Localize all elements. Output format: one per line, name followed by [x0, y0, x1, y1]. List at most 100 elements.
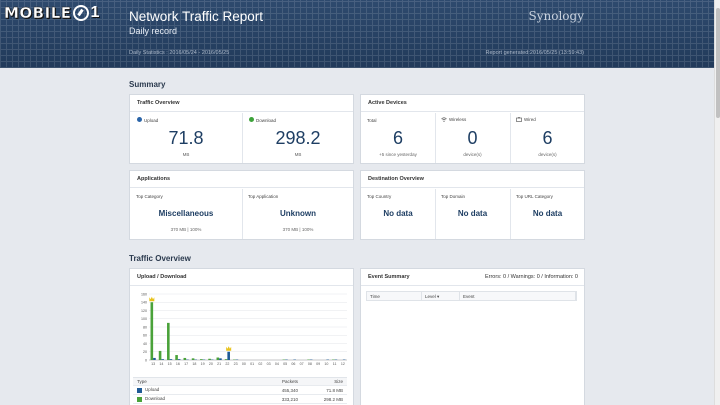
x-tick-label: 02 [258, 362, 262, 366]
x-tick-label: 14 [159, 362, 163, 366]
x-tick-label: 06 [291, 362, 295, 366]
top-url-category-value: No data [532, 209, 563, 218]
col-level[interactable]: Level ▾ [422, 292, 460, 300]
top-domain-value: No data [457, 209, 488, 218]
row-type: Download [133, 396, 242, 402]
x-tick-label: 00 [242, 362, 246, 366]
top-category-note: 370 MB | 100% [170, 227, 202, 232]
logo-suffix: 1 [90, 4, 100, 21]
row-size: 71.8 MB [326, 387, 343, 393]
x-tick-label: 19 [201, 362, 205, 366]
applications-card: Applications Top Category Miscellaneous … [129, 170, 354, 240]
download-value: 298.2 [275, 128, 321, 148]
site-logo[interactable]: MOBILE 1 [4, 4, 100, 22]
peak-upload-crown-icon [226, 346, 232, 351]
download-bar [167, 322, 170, 360]
x-tick-label: 23 [234, 362, 238, 366]
y-tick-label: 40 [143, 342, 147, 346]
row-type-label: Download [145, 396, 166, 402]
event-summary-card: Event Summary Errors: 0 / Warnings: 0 / … [360, 268, 585, 405]
scrollbar-thumb[interactable] [716, 8, 720, 118]
wifi-icon [441, 117, 447, 123]
table-row: Upload 455,340 71.8 MB [133, 386, 347, 395]
col-time[interactable]: Time [367, 292, 422, 300]
top-url-category-label: Top URL Category [516, 194, 553, 199]
x-tick-label: 09 [316, 362, 320, 366]
x-tick-label: 07 [300, 362, 304, 366]
wired-label-row: Wired [516, 117, 536, 123]
x-tick-label: 18 [192, 362, 196, 366]
wired-label: Wired [524, 117, 536, 122]
traffic-overview-card: Traffic Overview Upload 71.8 MB Download… [129, 94, 354, 164]
table-row: Download 333,210 298.2 MB [133, 395, 347, 404]
header-pattern [0, 0, 714, 68]
row-type: Upload [133, 387, 242, 393]
x-tick-label: 16 [176, 362, 180, 366]
x-tick-label: 08 [308, 362, 312, 366]
active-devices-title: Active Devices [361, 95, 584, 112]
traffic-table: Type Packets Size Upload 455,340 71.8 MB… [133, 377, 347, 404]
peak-download-crown-icon [149, 296, 155, 302]
event-summary-title: Event Summary [368, 274, 410, 280]
upload-unit: MB [182, 152, 190, 157]
top-application-note: 370 MB | 100% [282, 227, 314, 232]
download-bar [158, 350, 162, 360]
top-application-label: Top Application [248, 194, 279, 199]
traffic-table-header: Type Packets Size [133, 377, 347, 386]
report-header: MOBILE 1 Network Traffic Report Daily re… [0, 0, 714, 68]
applications-title: Applications [130, 171, 353, 188]
upload-download-title: Upload / Download [130, 269, 353, 286]
destination-overview-card: Destination Overview Top Country No data… [360, 170, 585, 240]
x-tick-label: 04 [275, 362, 279, 366]
x-tick-label: 15 [168, 362, 172, 366]
download-bar [208, 358, 211, 360]
y-tick-label: 120 [141, 309, 147, 313]
x-tick-label: 01 [250, 362, 254, 366]
divider [510, 113, 511, 163]
wireless-devices-unit: device(s) [463, 152, 482, 157]
download-bar [200, 359, 203, 360]
download-bar [216, 357, 220, 360]
destination-overview-title: Destination Overview [361, 171, 584, 188]
col-event[interactable]: Event [460, 292, 576, 300]
traffic-overview-title: Traffic Overview [130, 95, 353, 112]
stats-range: Daily Statistics : 2016/05/24 - 2016/05/… [129, 50, 230, 56]
download-icon [249, 117, 254, 123]
ethernet-icon [516, 117, 522, 123]
top-application-value: Unknown [280, 209, 316, 218]
download-bar [150, 302, 154, 360]
y-tick-label: 20 [143, 350, 147, 354]
y-tick-label: 0 [145, 358, 147, 362]
col-size: Size [334, 379, 343, 384]
top-category-value: Miscellaneous [158, 209, 214, 218]
wired-devices-value: 6 [542, 128, 553, 148]
report-title: Network Traffic Report [129, 9, 264, 24]
active-devices-card: Active Devices Total 6 +5 since yesterda… [360, 94, 585, 164]
download-label-row: Download [249, 117, 276, 123]
upload-bar [227, 351, 230, 360]
upload-value: 71.8 [168, 128, 204, 148]
divider [242, 113, 243, 163]
upload-bar [169, 359, 173, 360]
top-country-label: Top Country [367, 194, 392, 199]
y-tick-label: 80 [143, 325, 147, 329]
total-devices-note: +5 since yesterday [379, 152, 417, 157]
report-generated: Report generated:2016/05/25 (13:59:43) [485, 50, 584, 56]
download-bar [224, 359, 228, 360]
upload-bar [161, 359, 164, 360]
wireless-devices-value: 0 [467, 128, 478, 148]
top-category-label: Top Category [136, 194, 163, 199]
synology-brand: Synology [528, 9, 584, 23]
page-scrollbar[interactable] [714, 0, 720, 405]
divider [510, 189, 511, 239]
x-tick-label: 13 [151, 362, 155, 366]
traffic-overview-heading: Traffic Overview [129, 254, 191, 263]
total-label: Total [367, 118, 377, 123]
logo-text: MOBILE [4, 4, 72, 22]
download-bar [191, 358, 195, 360]
upload-label: Upload [144, 118, 159, 123]
x-tick-label: 21 [217, 362, 221, 366]
divider [435, 189, 436, 239]
event-counts: Errors: 0 / Warnings: 0 / Information: 0 [484, 274, 578, 280]
col-type: Type [137, 379, 147, 384]
